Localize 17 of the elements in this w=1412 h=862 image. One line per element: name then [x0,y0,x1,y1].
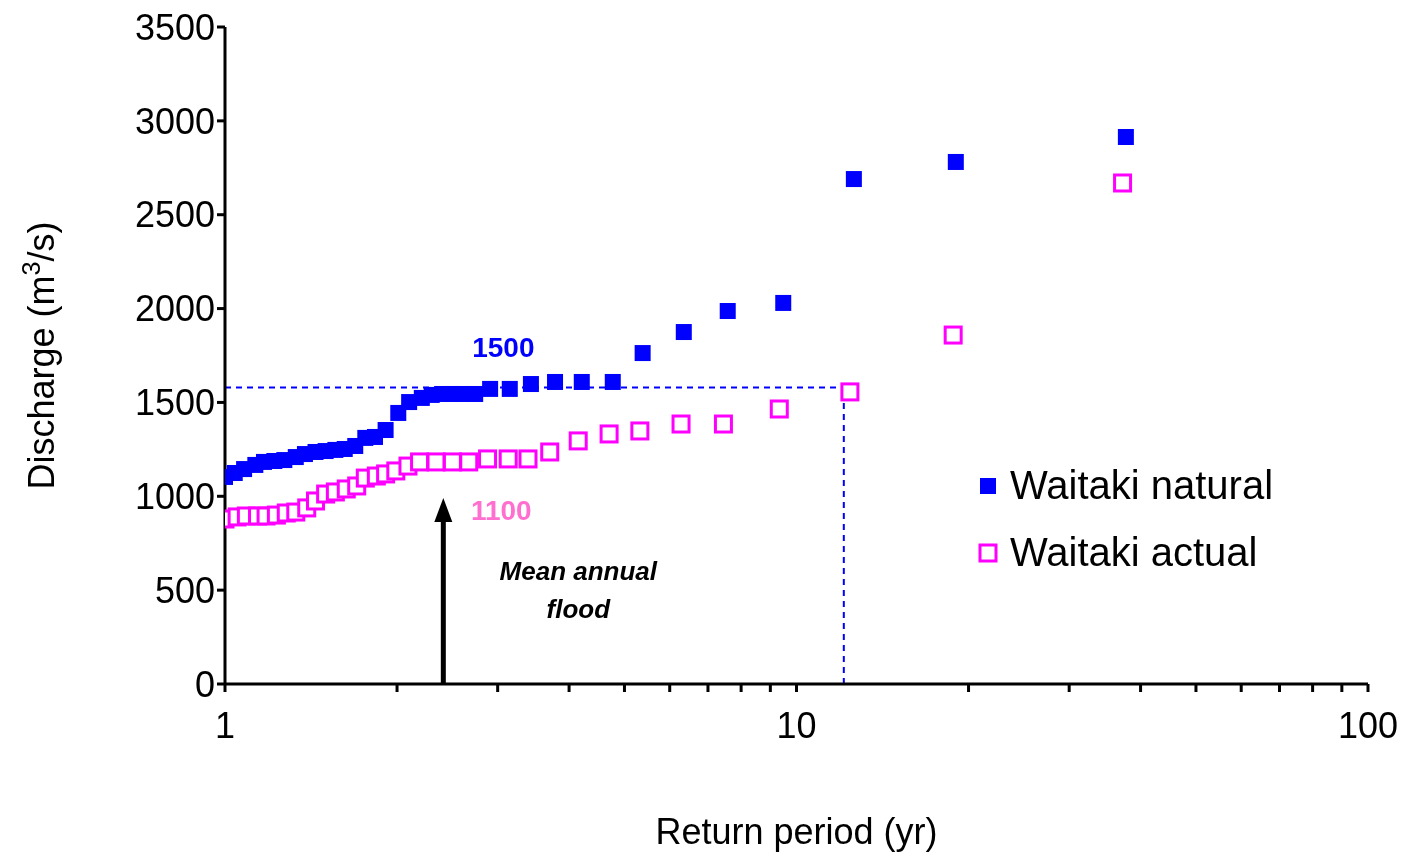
y-tick-label: 0 [194,663,215,705]
y-tick-label: 2500 [134,194,215,236]
x-tick-label: 10 [776,704,817,746]
y-tick-label: 3000 [134,100,215,142]
y-tick-label: 1500 [134,382,215,424]
legend-label: Waitaki actual [1010,530,1258,575]
legend-label: Waitaki natural [1010,463,1274,508]
x-tick-label: 100 [1337,704,1399,746]
x-tick-label: 1 [214,704,236,746]
annotation: 1100 [470,495,532,526]
annotation: 1500 [472,332,535,363]
y-tick-label: 1000 [134,476,215,518]
y-tick-label: 2000 [134,288,215,330]
y-tick-label: 500 [154,569,215,611]
y-tick-label: 3500 [134,6,215,48]
x-axis-title: Return period (yr) [655,811,938,852]
ref-line-label: Mean annual flood [499,556,658,624]
